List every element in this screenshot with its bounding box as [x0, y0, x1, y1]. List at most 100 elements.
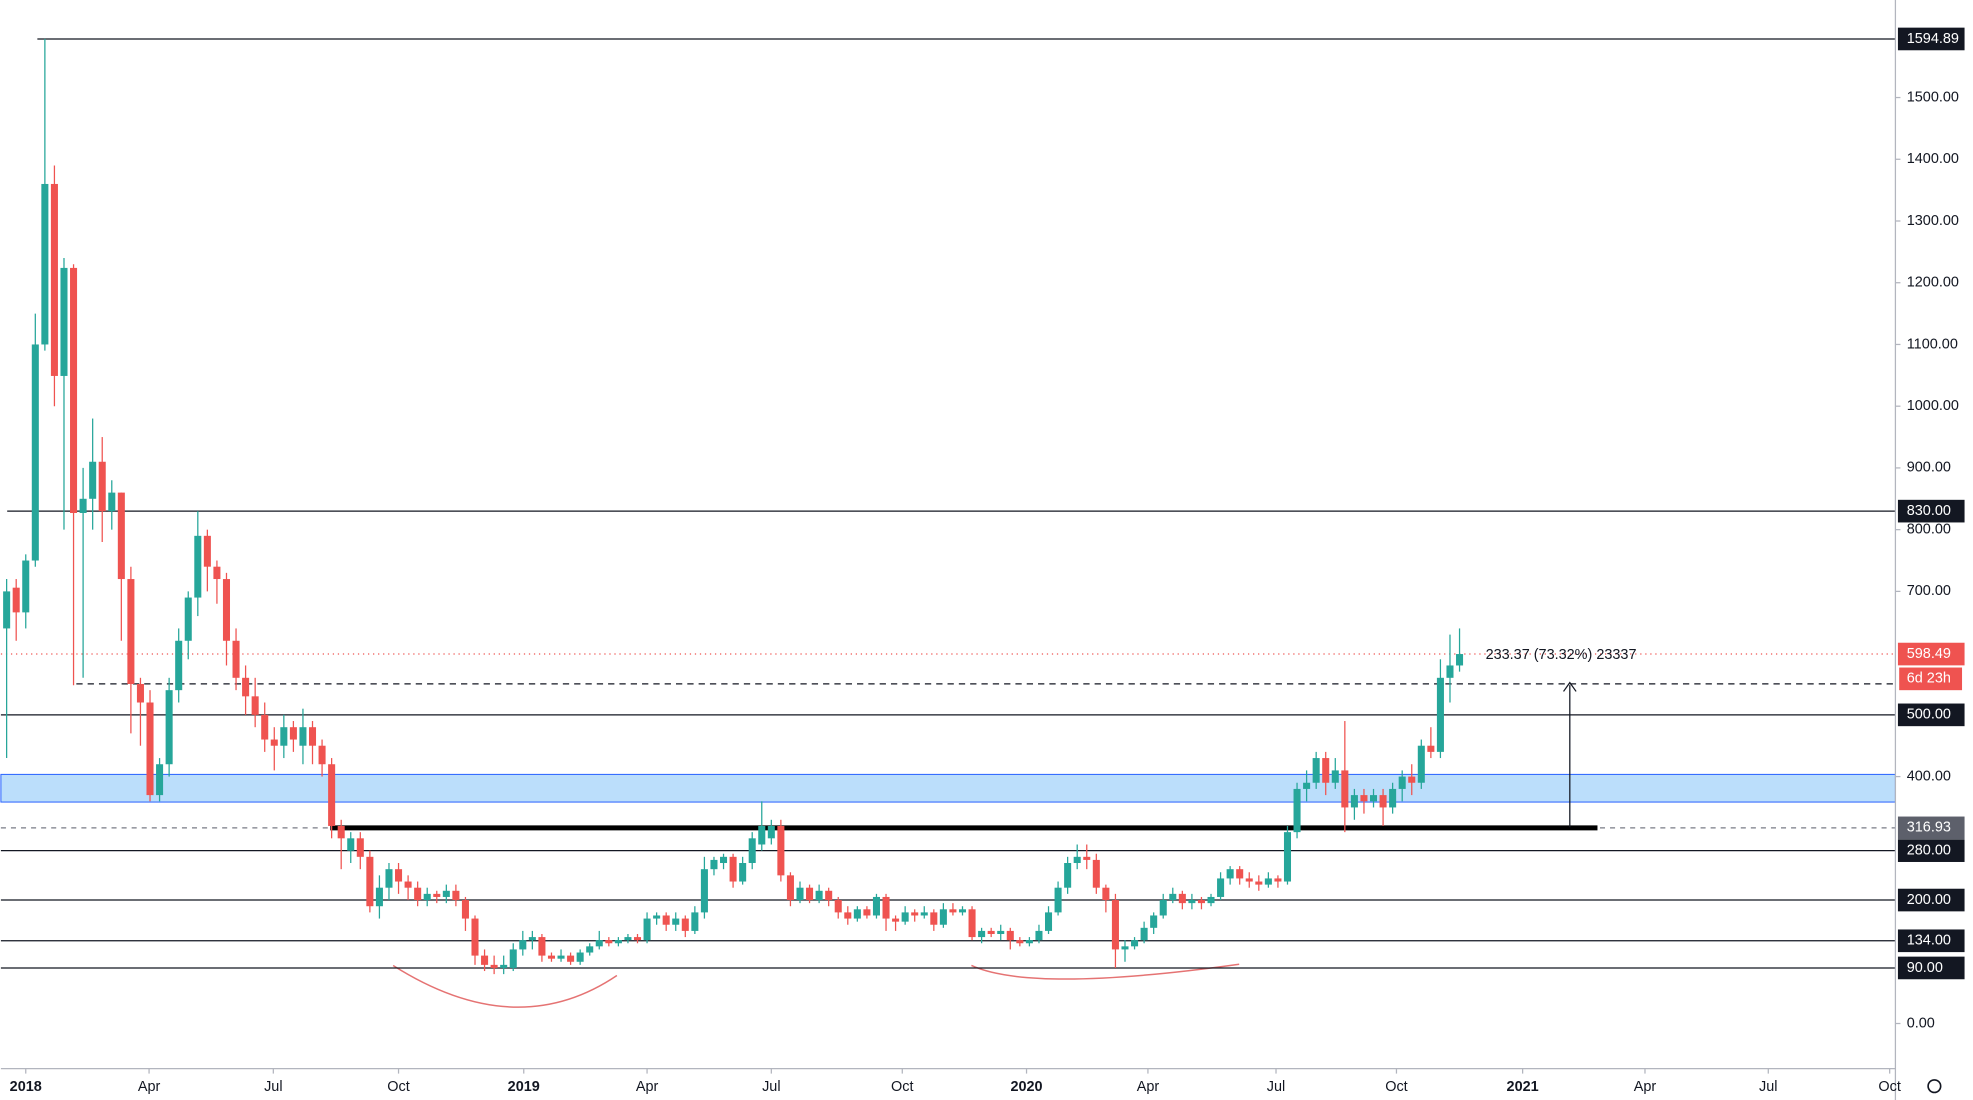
candle-body — [624, 937, 632, 941]
candle-body — [1236, 869, 1244, 879]
candle-body — [1150, 915, 1158, 928]
candle-body — [720, 856, 728, 864]
cup-curve — [971, 963, 1240, 980]
candle-body — [681, 918, 689, 931]
candle-body — [1083, 856, 1091, 860]
candle-body — [901, 912, 909, 922]
settings-icon[interactable] — [1927, 1079, 1942, 1094]
candle-body — [184, 597, 192, 641]
candle-body — [232, 640, 240, 678]
x-tick-label: 2021 — [1507, 1079, 1539, 1095]
x-tick-label: Jul — [264, 1079, 282, 1095]
candle-body — [79, 498, 87, 513]
candle-body — [385, 869, 393, 888]
candle-body — [3, 591, 11, 629]
candle-body — [1398, 776, 1406, 789]
candle-body — [806, 887, 814, 901]
candle-body — [1016, 940, 1024, 944]
candle-body — [1188, 900, 1196, 904]
candle-body — [825, 890, 833, 901]
candle-body — [318, 745, 326, 765]
x-tick-label: Oct — [387, 1079, 409, 1095]
candle-body — [1140, 927, 1148, 941]
candle-body — [710, 859, 718, 870]
candle-body — [481, 955, 489, 965]
level-label: 90.00 — [1907, 960, 1943, 976]
candle-body — [729, 856, 737, 882]
candle-body — [461, 900, 469, 919]
candle-body — [1006, 930, 1014, 941]
candle-body — [672, 918, 680, 925]
candle-body — [595, 940, 603, 947]
level-label: 200.00 — [1907, 892, 1951, 908]
candle-body — [1178, 893, 1186, 904]
y-tick-label: 1300.00 — [1907, 213, 1959, 229]
candle-body — [471, 918, 479, 956]
candle-body — [767, 825, 775, 839]
candle-body — [136, 683, 144, 703]
support-label: 316.93 — [1907, 820, 1951, 836]
candle-body — [1312, 758, 1320, 783]
candle-body — [892, 918, 900, 922]
candle-body — [1121, 946, 1129, 950]
candle-body — [958, 909, 967, 913]
candle-body — [777, 825, 785, 876]
x-tick-label: Apr — [1634, 1079, 1657, 1095]
candle-body — [1360, 795, 1368, 802]
candle-body — [968, 909, 976, 938]
candle-body — [1111, 900, 1119, 950]
candle-body — [853, 909, 861, 919]
y-tick-label: 900.00 — [1907, 460, 1951, 476]
candle-body — [328, 764, 336, 826]
candle-body — [1045, 912, 1053, 931]
x-tick-label: Oct — [1878, 1079, 1900, 1095]
candle-body — [538, 937, 546, 956]
level-label: 830.00 — [1907, 503, 1951, 519]
level-box — [1897, 27, 1965, 51]
level-label: 500.00 — [1907, 707, 1951, 723]
candle-body — [375, 887, 383, 907]
candle-body — [108, 492, 116, 512]
candle-body — [1274, 878, 1282, 882]
candle-body — [1245, 878, 1253, 882]
candle-body — [633, 937, 642, 941]
candle-body — [1255, 881, 1263, 885]
x-tick-label: 2018 — [10, 1079, 42, 1095]
candle-body — [242, 677, 250, 697]
candle-body — [98, 461, 106, 512]
candle-body — [758, 825, 766, 845]
candle-body — [863, 909, 871, 916]
candle-body — [490, 964, 498, 968]
candle-body — [1436, 677, 1444, 752]
candle-body — [939, 909, 947, 925]
candle-body — [452, 890, 460, 901]
candle-body — [60, 267, 68, 376]
candle-body — [347, 838, 355, 851]
candle-body — [1159, 900, 1167, 916]
candle-body — [586, 946, 594, 953]
candle-body — [395, 869, 403, 882]
countdown-box — [1899, 667, 1963, 691]
candle-body — [547, 955, 555, 959]
level-label: 134.00 — [1907, 933, 1951, 949]
y-tick-label: 1000.00 — [1907, 398, 1959, 414]
candle-body — [1456, 654, 1464, 666]
candle-body — [156, 764, 164, 796]
candle-body — [1102, 887, 1110, 901]
candle-body — [41, 183, 49, 345]
candle-body — [920, 912, 928, 916]
candle-body — [213, 566, 221, 580]
candle-body — [1035, 930, 1043, 941]
y-tick-label: 1200.00 — [1907, 275, 1959, 291]
measure-label: 233.37 (73.32%) 23337 — [1486, 647, 1637, 663]
candle-body — [270, 739, 278, 746]
candle-body — [844, 912, 852, 919]
candle-body — [748, 838, 756, 864]
candle-body — [643, 918, 651, 941]
candle-body — [509, 949, 517, 968]
candle-body — [930, 912, 938, 925]
candle-body — [280, 727, 288, 746]
candle-body — [519, 940, 527, 950]
candle-body — [1226, 869, 1234, 879]
